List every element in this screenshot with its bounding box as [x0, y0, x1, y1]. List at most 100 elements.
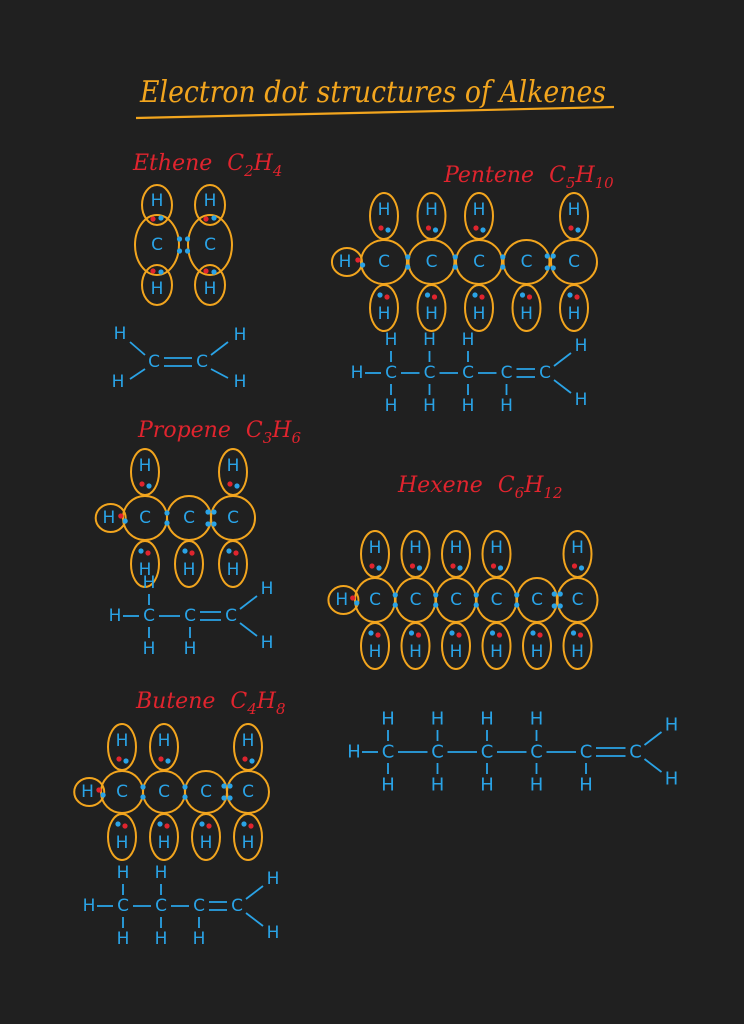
- pentene-structural-formula: C C C C CHH H HH H H HHH: [351, 330, 588, 416]
- electron-dot: [182, 794, 188, 800]
- electron-dot: [140, 784, 146, 790]
- electron-dot: [557, 603, 563, 609]
- hydrogen-atom: H: [450, 642, 463, 662]
- bond-line: [210, 368, 229, 379]
- electron-dot: [211, 215, 217, 221]
- pentene-electron-dot-structure: C C C C C H H H H H H H H H H: [330, 192, 598, 332]
- orbital-outline: [481, 622, 512, 670]
- electron-dot: [139, 481, 145, 487]
- carbon-atom: C: [369, 590, 381, 610]
- hydrogen-atom: H: [378, 200, 391, 220]
- electron-dot: [433, 602, 439, 608]
- electron-dot: [145, 550, 151, 556]
- electron-dot: [150, 268, 156, 274]
- hydrogen-atom: H: [139, 560, 152, 580]
- hydrogen-atom: H: [385, 396, 398, 416]
- electron-dot: [206, 823, 212, 829]
- electron-dot: [189, 550, 195, 556]
- electron-dot: [544, 253, 550, 259]
- orbital-outline: [464, 192, 494, 240]
- electron-dot: [115, 821, 121, 827]
- hydrogen-atom: H: [151, 191, 164, 211]
- electron-dot: [452, 254, 458, 260]
- carbon-atom: C: [450, 590, 462, 610]
- electron-dot: [425, 225, 432, 231]
- hydrogen-atom: H: [425, 200, 438, 220]
- hydrogen-atom: H: [234, 325, 247, 345]
- orbital-outline: [141, 184, 173, 226]
- bond-line: [643, 731, 663, 746]
- hydrogen-atom: H: [143, 639, 156, 659]
- hydrogen-atom: H: [351, 363, 364, 383]
- orbital-outline: [559, 192, 589, 240]
- electron-dot: [433, 592, 439, 598]
- hydrogen-atom: H: [575, 336, 588, 356]
- hydrogen-atom: H: [490, 538, 503, 558]
- electron-dot: [203, 216, 209, 222]
- hydrogen-atom: H: [530, 709, 544, 730]
- carbon-atom: C: [117, 896, 129, 916]
- electron-dot: [551, 603, 557, 609]
- carbon-atom: C: [491, 590, 503, 610]
- electron-dot: [376, 565, 382, 571]
- carbon-atom: C: [242, 782, 254, 802]
- carbon-atom: C: [158, 782, 170, 802]
- hydrogen-atom: H: [462, 396, 475, 416]
- hydrogen-atom: H: [267, 923, 280, 943]
- bond-line: [239, 622, 258, 637]
- hydrogen-atom: H: [112, 372, 125, 392]
- carbon-atom: C: [155, 896, 167, 916]
- electron-dot: [456, 632, 462, 638]
- electron-dot: [450, 563, 456, 569]
- electron-dot: [489, 630, 496, 636]
- hexene-electron-dot-structure: C C C C C C H H H H H H H H H H H H: [327, 530, 599, 670]
- carbon-atom: C: [193, 896, 205, 916]
- electron-dot: [575, 227, 581, 233]
- electron-dot: [221, 783, 227, 789]
- electron-dot: [449, 630, 455, 636]
- carbon-atom: C: [568, 252, 580, 272]
- orbital-outline: [174, 540, 204, 588]
- hydrogen-atom: H: [83, 896, 96, 916]
- hydrogen-atom: H: [500, 396, 513, 416]
- hydrogen-atom: H: [242, 833, 255, 853]
- orbital-outline: [149, 723, 179, 771]
- hydrogen-atom: H: [378, 304, 391, 324]
- electron-dot: [457, 565, 463, 571]
- hydrogen-atom: H: [183, 560, 196, 580]
- electron-dot: [176, 236, 183, 242]
- carbon-atom: C: [227, 508, 239, 528]
- title-underline: [135, 105, 615, 120]
- electron-dot: [557, 591, 563, 597]
- electron-dot: [165, 758, 171, 764]
- hydrogen-atom: H: [369, 538, 382, 558]
- electron-dot: [158, 756, 164, 762]
- electron-dot: [182, 784, 188, 790]
- electron-dot: [497, 565, 504, 571]
- bond-line: [553, 352, 572, 367]
- carbon-atom: C: [410, 590, 422, 610]
- bond-line: [553, 379, 572, 394]
- heading-butene: Butene C4H8: [135, 689, 286, 718]
- carbon-atom: C: [200, 782, 212, 802]
- carbon-atom: C: [501, 363, 513, 383]
- electron-dot: [176, 248, 183, 254]
- electron-dot: [182, 548, 188, 554]
- electron-dot: [424, 292, 431, 298]
- hydrogen-atom: H: [267, 869, 280, 889]
- orbital-outline: [441, 622, 471, 670]
- hydrogen-atom: H: [665, 769, 679, 790]
- orbital-outline: [562, 622, 593, 670]
- orbital-outline: [330, 247, 363, 277]
- electron-dot: [164, 823, 170, 829]
- hydrogen-atom: H: [462, 330, 475, 350]
- electron-dot: [473, 602, 479, 608]
- orbital-outline: [522, 622, 552, 670]
- electron-dot: [249, 758, 255, 764]
- orbital-outline: [464, 284, 494, 332]
- carbon-atom: C: [196, 352, 208, 372]
- hydrogen-atom: H: [114, 324, 127, 344]
- bond-line: [245, 885, 264, 900]
- electron-dot: [242, 756, 248, 762]
- electron-dot: [500, 254, 506, 260]
